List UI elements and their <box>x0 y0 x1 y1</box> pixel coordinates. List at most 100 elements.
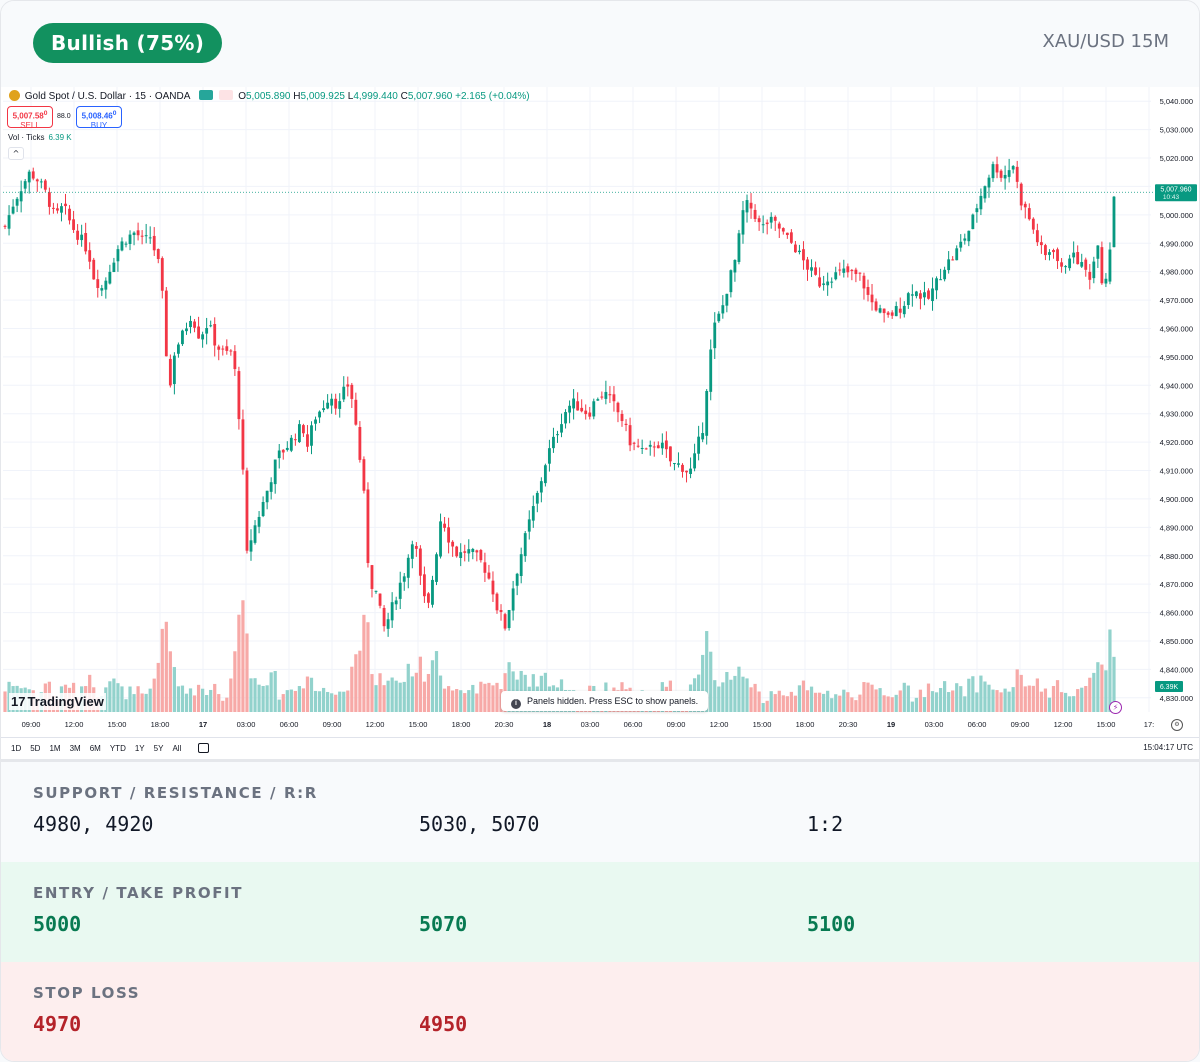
volume-bar <box>781 695 785 712</box>
candle-body <box>1011 166 1015 170</box>
candle-body <box>241 419 245 470</box>
market-open-icon <box>198 90 213 100</box>
gear-icon[interactable]: ⚙ <box>1171 719 1183 731</box>
candle-body <box>491 580 495 595</box>
volume-bar <box>713 680 717 712</box>
candle-body <box>939 279 942 281</box>
candle-body <box>104 280 108 290</box>
volume-bar <box>765 700 769 712</box>
candle-body <box>467 549 471 554</box>
volume-bar <box>955 683 959 712</box>
volume-bar <box>209 689 213 712</box>
candle-body <box>156 249 160 260</box>
y-tick-label: 4,950.000 <box>1160 353 1193 362</box>
range-1m[interactable]: 1M <box>49 744 61 753</box>
sr-title: SUPPORT / RESISTANCE / R:R <box>33 784 318 802</box>
candle-body <box>439 521 442 557</box>
buy-button[interactable]: 5,008.460 BUY <box>76 106 122 130</box>
candle-body <box>362 459 366 491</box>
volume-bar <box>120 686 124 712</box>
volume-bar <box>160 628 164 712</box>
candle-body <box>390 602 394 621</box>
candle-body <box>834 272 838 280</box>
x-tick-label: 20:30 <box>839 720 858 729</box>
range-5d[interactable]: 5D <box>30 744 41 753</box>
candle-body <box>935 278 938 291</box>
candle-body <box>729 270 733 293</box>
ohlc-close: 5,007.960 <box>407 91 453 102</box>
range-all[interactable]: All <box>172 744 182 753</box>
collapse-legend-button[interactable]: ^ <box>8 147 24 160</box>
last-price-value: 5,007.960 <box>1160 187 1191 194</box>
lightning-icon[interactable]: ⚡ <box>1109 701 1122 714</box>
sell-button[interactable]: 5,007.580 SELL <box>7 106 53 130</box>
candle-body <box>249 540 253 552</box>
volume-bar <box>1100 664 1104 712</box>
x-tick-label: 18:00 <box>452 720 471 729</box>
candle-body <box>668 446 672 462</box>
ohlc-low: 4,999.440 <box>353 91 398 102</box>
candle-body <box>15 198 19 206</box>
candlestick-chart-svg[interactable]: 5,040.0005,030.0005,020.0005,010.0005,00… <box>1 87 1200 737</box>
candle-body <box>789 232 793 243</box>
candle-body <box>201 334 205 340</box>
volume-bar <box>866 682 870 712</box>
volume-bar <box>229 678 233 712</box>
candle-body <box>19 191 23 202</box>
volume-bar <box>1015 669 1019 712</box>
candle-body <box>483 562 487 573</box>
candle-body <box>673 463 676 465</box>
volume-bar <box>1043 688 1048 712</box>
volume-bar <box>1031 685 1035 712</box>
range-1y[interactable]: 1Y <box>134 744 145 753</box>
candle-body <box>648 444 652 447</box>
candle-body <box>431 579 434 605</box>
volume-bar <box>943 681 947 712</box>
y-tick-label: 4,860.000 <box>1160 609 1193 618</box>
volume-bar <box>761 703 765 712</box>
volume-bar <box>930 691 935 712</box>
range-6m[interactable]: 6M <box>89 744 101 753</box>
volume-bar <box>422 681 427 712</box>
candle-body <box>539 481 543 493</box>
candle-body <box>906 293 910 306</box>
candle-body <box>850 269 854 272</box>
card-header: Bullish (75%) XAU/USD 15M <box>1 1 1199 87</box>
range-1d[interactable]: 1D <box>11 744 22 753</box>
range-ytd[interactable]: YTD <box>109 744 126 753</box>
candle-body <box>1015 166 1019 182</box>
candle-body <box>519 554 523 576</box>
volume-bar <box>898 690 902 712</box>
risk-reward: 1:2 <box>807 812 844 836</box>
candle-body <box>1056 249 1059 262</box>
candle-body <box>422 574 426 597</box>
volume-value: 6.39 K <box>48 133 72 142</box>
range-5y[interactable]: 5Y <box>153 744 164 753</box>
candle-body <box>374 590 378 592</box>
candle-body <box>592 401 596 417</box>
calendar-icon[interactable] <box>198 743 210 753</box>
volume-bar <box>245 633 249 712</box>
candle-body <box>1068 258 1072 269</box>
volume-bar <box>834 694 838 712</box>
range-3m[interactable]: 3M <box>69 744 81 753</box>
candle-body <box>338 401 342 409</box>
candle-body <box>777 223 781 229</box>
volume-bar <box>346 690 350 712</box>
tradingview-logo-text: TradingView <box>27 694 104 709</box>
candle-body <box>818 277 822 287</box>
volume-bar <box>721 682 725 712</box>
candle-body <box>826 281 830 286</box>
tradingview-logo[interactable]: 17 TradingView <box>9 693 106 710</box>
candle-body <box>447 527 451 543</box>
candle-body <box>281 449 285 453</box>
ohlc-low-label: L <box>347 91 354 102</box>
candle-body <box>197 326 200 339</box>
candle-body <box>233 351 237 370</box>
volume-bar <box>148 688 152 712</box>
candle-body <box>830 281 834 283</box>
candle-body <box>919 293 922 299</box>
buy-label: BUY <box>90 120 108 130</box>
price-chart[interactable]: 5,040.0005,030.0005,020.0005,010.0005,00… <box>1 87 1200 759</box>
